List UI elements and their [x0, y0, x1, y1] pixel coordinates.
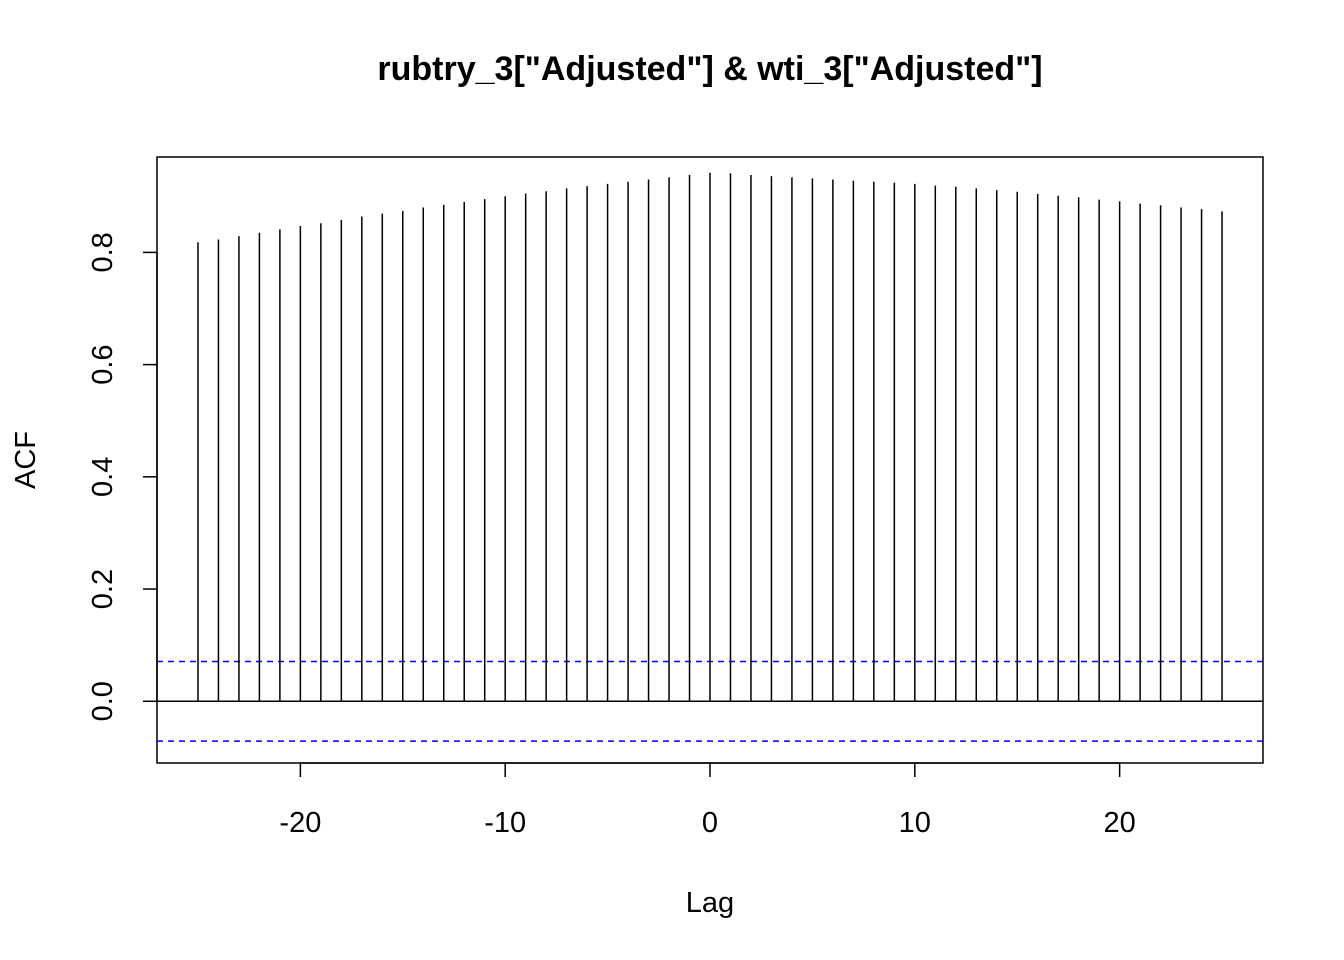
x-axis-label: Lag [686, 887, 734, 919]
x-tick-label: -20 [279, 807, 321, 839]
x-tick-label: 20 [1103, 807, 1135, 839]
y-tick-label: 0.4 [87, 457, 119, 497]
x-tick-label: -10 [484, 807, 526, 839]
x-tick-label: 0 [702, 807, 718, 839]
y-tick-label: 0.0 [87, 681, 119, 721]
y-tick-label: 0.8 [87, 232, 119, 272]
y-tick-label: 0.6 [87, 344, 119, 384]
chart-title: rubtry_3["Adjusted"] & wti_3["Adjusted"] [377, 50, 1042, 88]
y-axis: 0.0 0.2 0.4 0.6 0.8 [87, 232, 158, 721]
y-axis-label: ACF [10, 431, 42, 489]
y-tick-label: 0.2 [87, 569, 119, 609]
chart-marks [157, 172, 1263, 742]
x-axis: -20 -10 0 10 20 [279, 762, 1136, 839]
x-tick-label: 10 [899, 807, 931, 839]
